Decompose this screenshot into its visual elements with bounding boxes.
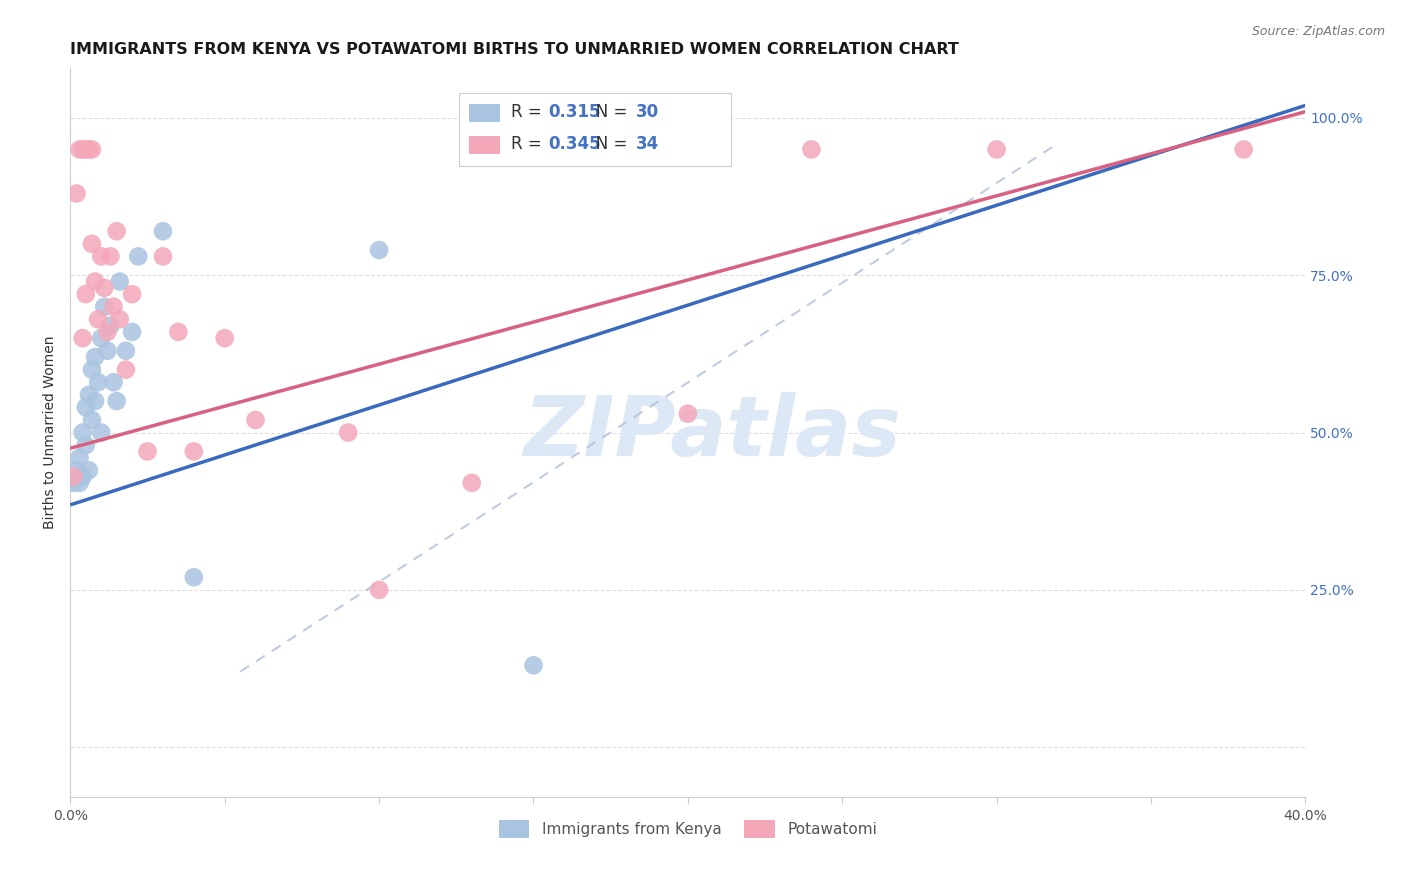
- Point: [77, 463, 100, 477]
- Point: [183, 444, 205, 458]
- Point: [152, 224, 174, 238]
- Point: [80, 413, 103, 427]
- Text: R =: R =: [512, 103, 547, 121]
- Point: [461, 475, 484, 490]
- Point: [84, 275, 107, 289]
- Point: [80, 236, 103, 251]
- Point: [105, 224, 128, 238]
- Point: [676, 407, 699, 421]
- Point: [80, 143, 103, 157]
- Point: [77, 388, 100, 402]
- Point: [245, 413, 267, 427]
- Point: [62, 469, 84, 483]
- Point: [368, 243, 391, 257]
- Point: [337, 425, 360, 440]
- Point: [93, 300, 115, 314]
- Point: [69, 143, 91, 157]
- Point: [167, 325, 190, 339]
- Point: [90, 425, 112, 440]
- Point: [96, 343, 118, 358]
- Point: [84, 350, 107, 364]
- Point: [214, 331, 236, 345]
- Y-axis label: Births to Unmarried Women: Births to Unmarried Women: [44, 335, 58, 529]
- Point: [115, 343, 138, 358]
- Point: [986, 143, 1008, 157]
- Point: [183, 570, 205, 584]
- Point: [103, 375, 125, 389]
- Point: [522, 658, 544, 673]
- Point: [84, 394, 107, 409]
- Text: 0.345: 0.345: [548, 136, 600, 153]
- Point: [87, 375, 110, 389]
- Point: [69, 450, 91, 465]
- FancyBboxPatch shape: [470, 136, 501, 154]
- Text: Source: ZipAtlas.com: Source: ZipAtlas.com: [1251, 25, 1385, 38]
- Point: [96, 325, 118, 339]
- Point: [115, 362, 138, 376]
- Text: N =: N =: [581, 136, 633, 153]
- Point: [77, 143, 100, 157]
- Point: [80, 362, 103, 376]
- Point: [69, 475, 91, 490]
- Text: IMMIGRANTS FROM KENYA VS POTAWATOMI BIRTHS TO UNMARRIED WOMEN CORRELATION CHART: IMMIGRANTS FROM KENYA VS POTAWATOMI BIRT…: [70, 42, 959, 57]
- Point: [72, 143, 94, 157]
- Legend: Immigrants from Kenya, Potawatomi: Immigrants from Kenya, Potawatomi: [492, 814, 883, 845]
- Point: [152, 249, 174, 263]
- Point: [72, 469, 94, 483]
- Point: [108, 312, 131, 326]
- Point: [75, 438, 97, 452]
- Point: [72, 425, 94, 440]
- Point: [75, 287, 97, 301]
- Point: [121, 287, 143, 301]
- Point: [103, 300, 125, 314]
- FancyBboxPatch shape: [470, 104, 501, 122]
- Point: [90, 331, 112, 345]
- Text: N =: N =: [581, 103, 633, 121]
- Text: 0.315: 0.315: [548, 103, 600, 121]
- Point: [108, 275, 131, 289]
- Text: 30: 30: [636, 103, 659, 121]
- Point: [65, 463, 87, 477]
- Text: ZIPatlas: ZIPatlas: [523, 392, 901, 473]
- Point: [136, 444, 159, 458]
- Point: [127, 249, 149, 263]
- FancyBboxPatch shape: [460, 93, 731, 166]
- Point: [75, 143, 97, 157]
- Point: [1233, 143, 1256, 157]
- Text: R =: R =: [512, 136, 547, 153]
- Point: [90, 249, 112, 263]
- Text: 34: 34: [636, 136, 659, 153]
- Point: [368, 582, 391, 597]
- Point: [93, 281, 115, 295]
- Point: [105, 394, 128, 409]
- Point: [62, 475, 84, 490]
- Point: [75, 401, 97, 415]
- Point: [100, 249, 122, 263]
- Point: [72, 331, 94, 345]
- Point: [800, 143, 823, 157]
- Point: [100, 318, 122, 333]
- Point: [65, 186, 87, 201]
- Point: [87, 312, 110, 326]
- Point: [121, 325, 143, 339]
